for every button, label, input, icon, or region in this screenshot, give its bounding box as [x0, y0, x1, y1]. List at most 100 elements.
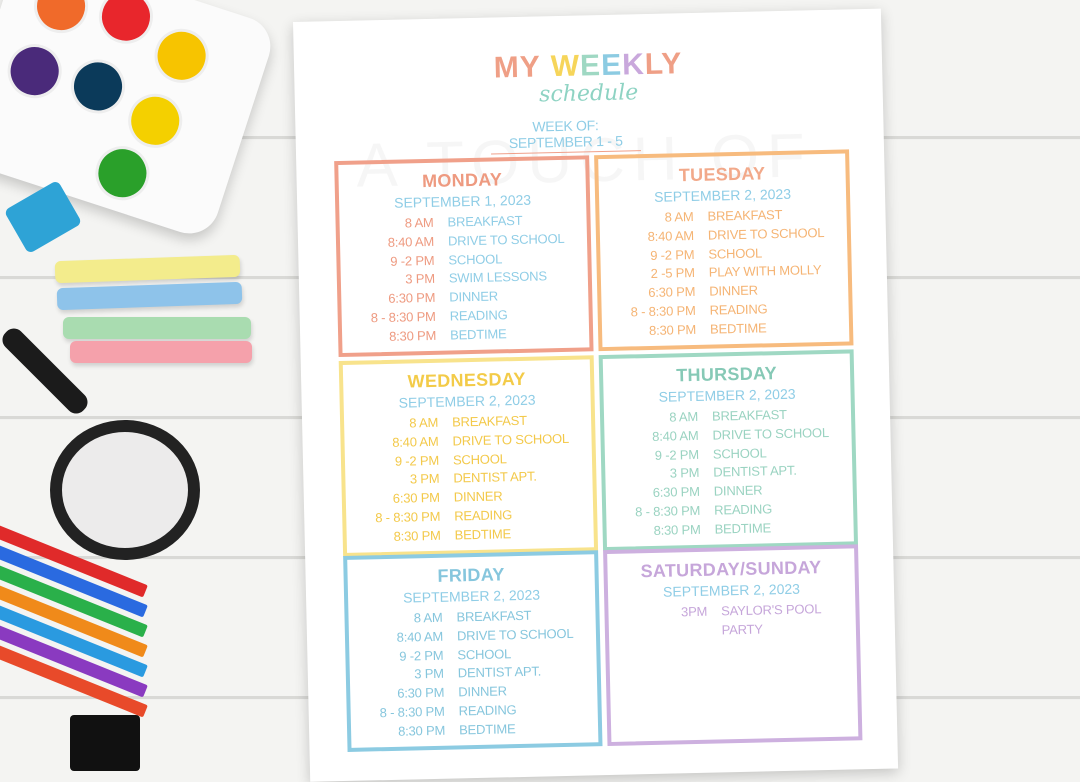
event-activity: DINNER — [449, 288, 499, 305]
day-date: SEPTEMBER 2, 2023 — [662, 580, 801, 600]
event-activity: BEDTIME — [449, 326, 507, 343]
event-time: 2 -5 PM — [650, 265, 695, 282]
event-activity: DENTIST APT. — [453, 468, 537, 486]
event-activity: DENTIST APT. — [457, 663, 542, 681]
event-time: 8 - 8:30 PM — [630, 302, 696, 320]
event-activity: SCHOOL — [452, 450, 507, 468]
title-letters: E — [600, 48, 623, 83]
day-date: SEPTEMBER 2, 2023 — [653, 185, 792, 205]
event-time: 6:30 PM — [648, 284, 696, 301]
day-card-wednesday: WEDNESDAY SEPTEMBER 2, 2023 8 AM BREAKFAST… — [338, 355, 599, 557]
title-letters: MY — [493, 50, 542, 85]
event-time: 8 AM — [413, 609, 443, 626]
event-activity: SAYLOR'S POOL PARTY — [721, 601, 821, 638]
event-activity: BEDTIME — [454, 525, 512, 543]
event-time: 8 - 8:30 PM — [370, 308, 436, 326]
day-card-thursday: THURSDAY SEPTEMBER 2, 2023 8 AM BREAKFAST 8… — [598, 349, 859, 552]
day-name: SATURDAY/SUNDAY — [640, 557, 822, 582]
title-letters: K — [621, 48, 646, 82]
event-activity: SCHOOL — [708, 245, 763, 262]
event-time: 6:30 PM — [388, 290, 436, 307]
day-name: MONDAY — [421, 169, 503, 192]
event-time: 8:40 AM — [652, 427, 699, 444]
event-activity: PLAY WITH MOLLY — [708, 262, 822, 281]
event-time: 8 AM — [664, 208, 694, 225]
event-activity: BREAKFAST — [447, 212, 523, 230]
event-activity: DENTIST APT. — [713, 463, 797, 480]
day-name: WEDNESDAY — [407, 368, 526, 392]
event-time: 6:30 PM — [397, 684, 445, 701]
event-time: 6:30 PM — [652, 484, 700, 501]
event-activity: DINNER — [458, 683, 508, 700]
event-activity: BREAKFAST — [456, 607, 532, 625]
week-of-label: WEEK OF: SEPTEMBER 1 - 5 — [490, 116, 642, 155]
event-activity: DRIVE TO SCHOOL — [456, 625, 574, 644]
event-time: 8:30 PM — [388, 327, 437, 344]
day-card-tuesday: TUESDAY SEPTEMBER 2, 2023 8 AM BREAKFAST 8:… — [594, 149, 854, 352]
event-activity: BREAKFAST — [451, 412, 528, 430]
event-activity: READING — [458, 702, 517, 719]
title-letters: LY — [644, 47, 683, 82]
event-time: 3 PM — [409, 471, 440, 487]
event-activity: DRIVE TO SCHOOL — [707, 224, 825, 243]
event-time: 8 - 8:30 PM — [379, 703, 445, 721]
event-time: 8:40 AM — [387, 233, 435, 250]
event-time: 8:30 PM — [648, 321, 697, 338]
event-activity: DINNER — [453, 488, 503, 505]
event-activity: BREAKFAST — [707, 206, 783, 224]
event-time: 9 -2 PM — [390, 252, 435, 269]
event-activity: DRIVE TO SCHOOL — [447, 230, 565, 249]
event-activity: SWIM LESSONS — [448, 268, 548, 286]
event-activity: READING — [454, 507, 513, 524]
title-letters: W — [550, 49, 581, 84]
day-name: THURSDAY — [676, 363, 778, 386]
event-time: 3 PM — [414, 666, 444, 682]
event-time: 8:40 AM — [392, 433, 439, 450]
event-row: 3PM SAYLOR'S POOL PARTY — [608, 599, 856, 642]
day-card-monday: MONDAY SEPTEMBER 1, 2023 8 AM BREAKFAST 8:4… — [334, 155, 594, 358]
day-date: SEPTEMBER 1, 2023 — [393, 191, 532, 211]
event-time: 8 - 8:30 PM — [635, 502, 701, 520]
event-time: 8:30 PM — [653, 521, 701, 538]
day-date: SEPTEMBER 2, 2023 — [658, 385, 796, 405]
magnifying-glass — [50, 420, 200, 560]
event-activity: DINNER — [709, 282, 759, 299]
event-time: 8 AM — [404, 214, 434, 231]
day-date: SEPTEMBER 2, 2023 — [398, 391, 536, 411]
event-activity: BEDTIME — [458, 720, 516, 738]
event-time: 8 AM — [409, 414, 439, 431]
day-card-friday: FRIDAY SEPTEMBER 2, 2023 8 AM BREAKFAST 8:4… — [343, 550, 603, 752]
event-activity: SCHOOL — [712, 444, 767, 462]
day-card-saturday-sunday: SATURDAY/SUNDAY SEPTEMBER 2, 2023 3PM SAYL… — [603, 544, 863, 747]
title-letters: E — [579, 49, 602, 83]
event-activity: SCHOOL — [448, 250, 503, 268]
day-name: TUESDAY — [678, 163, 766, 186]
event-time: 3 PM — [405, 271, 436, 287]
event-time: 8:30 PM — [393, 527, 441, 544]
event-activity: READING — [449, 307, 508, 324]
binder-clip — [70, 715, 140, 771]
event-time: 9 -2 PM — [654, 446, 700, 463]
day-date: SEPTEMBER 2, 2023 — [402, 586, 541, 606]
event-activity: READING — [709, 301, 768, 318]
event-activity: READING — [714, 501, 773, 518]
event-time: 8:40 AM — [396, 628, 444, 645]
event-time: 9 -2 PM — [394, 452, 440, 469]
event-time: 8:30 PM — [397, 722, 446, 739]
event-activity: DINNER — [713, 482, 763, 499]
event-time: 8 - 8:30 PM — [375, 508, 441, 526]
event-activity: DRIVE TO SCHOOL — [452, 430, 570, 449]
event-time: 3 PM — [669, 465, 700, 481]
event-activity: SCHOOL — [457, 645, 512, 663]
event-time: 8 AM — [669, 408, 699, 425]
event-activity: BEDTIME — [714, 520, 772, 537]
event-time: 8:40 AM — [647, 227, 695, 244]
event-activity: BEDTIME — [709, 320, 767, 337]
event-time: 9 -2 PM — [399, 647, 444, 664]
event-activity: BREAKFAST — [711, 406, 787, 424]
event-time: 3PM — [680, 603, 708, 620]
day-name: FRIDAY — [437, 564, 505, 586]
event-time: 9 -2 PM — [650, 246, 695, 263]
event-activity: DRIVE TO SCHOOL — [712, 424, 830, 443]
